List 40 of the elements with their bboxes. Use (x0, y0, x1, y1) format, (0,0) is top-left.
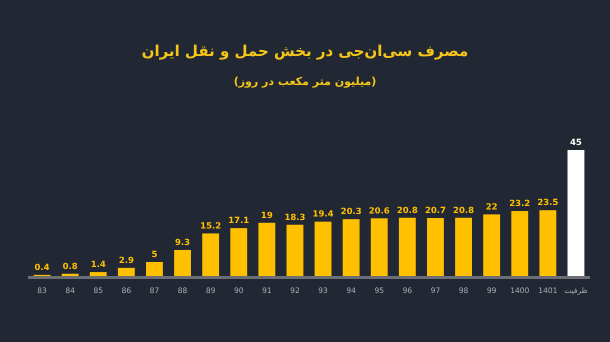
data-label: 1.4 (90, 260, 106, 270)
data-label: 18.3 (284, 212, 306, 223)
bar (511, 211, 528, 276)
bar (118, 268, 135, 276)
bar (455, 218, 472, 276)
data-label: 0.4 (34, 262, 50, 273)
bar (146, 262, 163, 276)
bar (174, 250, 191, 276)
data-label: 17.1 (228, 216, 250, 226)
data-label: 9.3 (175, 238, 190, 248)
bar (286, 224, 304, 276)
chart-subtitle: (میلیون متر مکعب در روز) (234, 75, 376, 88)
data-label: 2.9 (118, 256, 134, 266)
data-label: 20.7 (424, 206, 446, 216)
data-label: 23.5 (537, 198, 558, 208)
data-label: 0.8 (62, 262, 78, 272)
data-label: 20.8 (396, 206, 418, 216)
bar (90, 272, 107, 276)
data-label: 19 (260, 210, 273, 221)
data-label: 5 (151, 250, 158, 260)
bar (370, 218, 388, 276)
bar (258, 222, 276, 276)
bar (398, 218, 416, 276)
data-label: 45 (570, 138, 582, 148)
bar (427, 218, 444, 276)
data-label: 20.3 (340, 207, 362, 218)
bar (568, 150, 584, 276)
data-label: 19.4 (312, 210, 334, 220)
data-label: 23.2 (509, 199, 530, 210)
bar (202, 233, 220, 276)
bar (230, 228, 248, 276)
data-label: 20.8 (453, 206, 474, 216)
data-label: 15.2 (200, 221, 222, 232)
data-label: 20.6 (368, 206, 390, 216)
bar (342, 219, 360, 276)
chart-title: مصرف سی‌ان‌جی در بخش حمل و نقل ایران (142, 42, 468, 60)
data-label: 22 (486, 202, 498, 212)
bar (539, 210, 556, 276)
bar (314, 222, 332, 276)
bar (483, 214, 500, 276)
